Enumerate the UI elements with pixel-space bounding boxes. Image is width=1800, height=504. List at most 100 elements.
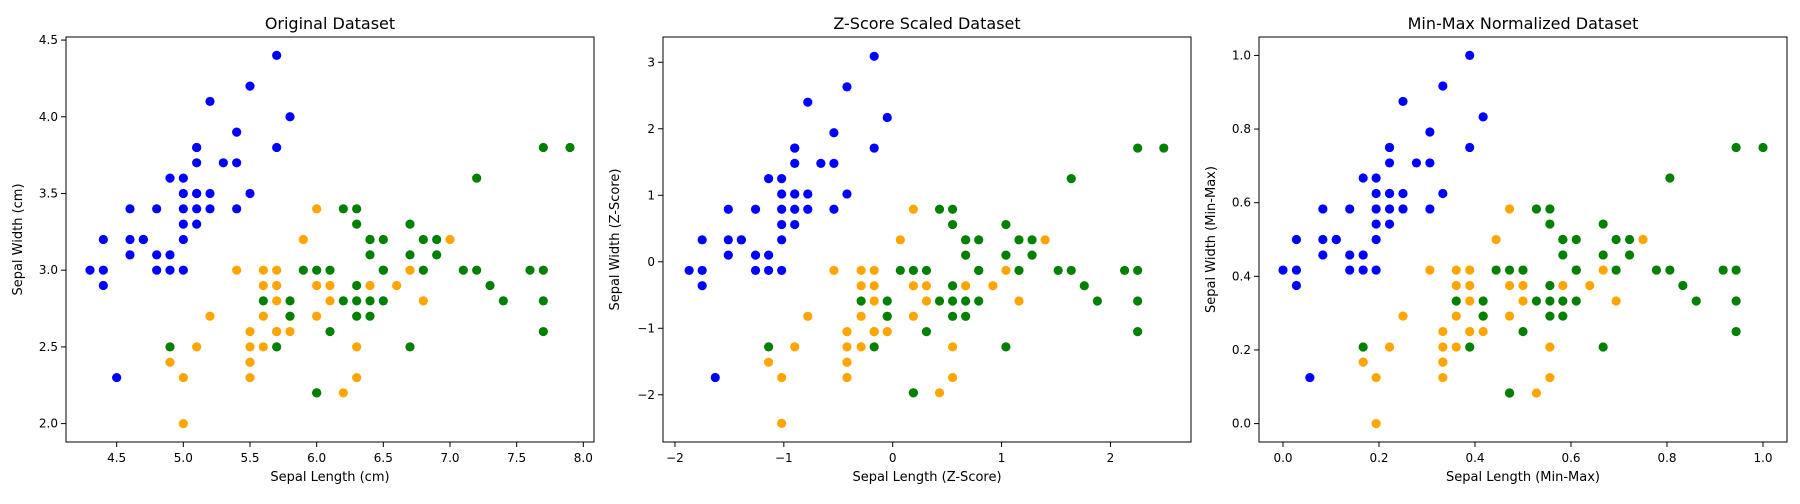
scatter-point bbox=[842, 342, 852, 352]
scatter-point bbox=[365, 311, 375, 321]
scatter-point bbox=[1451, 296, 1461, 306]
scatter-point bbox=[365, 296, 375, 306]
scatter-point bbox=[1518, 296, 1528, 306]
scatter-point bbox=[178, 265, 188, 275]
scatter-point bbox=[365, 250, 375, 260]
scatter-point bbox=[1451, 311, 1461, 321]
scatter-point bbox=[1758, 142, 1768, 153]
scatter-point bbox=[285, 296, 295, 306]
x-tick-label: 6.5 bbox=[374, 451, 393, 465]
x-tick-label: −2 bbox=[666, 451, 684, 465]
y-tick-label: 3 bbox=[647, 55, 655, 69]
scatter-point bbox=[1518, 326, 1528, 337]
scatter-point bbox=[1611, 234, 1621, 245]
scatter-point bbox=[498, 296, 508, 306]
scatter-point bbox=[338, 204, 348, 214]
scatter-point bbox=[947, 219, 958, 230]
x-axis-label: Sepal Length (cm) bbox=[270, 470, 389, 485]
axes-frame bbox=[1258, 36, 1788, 443]
scatter-point bbox=[312, 311, 322, 321]
scatter-point bbox=[790, 219, 800, 230]
scatter-point bbox=[764, 342, 774, 352]
y-tick-label: 0.4 bbox=[1232, 269, 1251, 283]
y-tick-label: 4.5 bbox=[39, 33, 58, 47]
scatter-point bbox=[777, 189, 787, 199]
scatter-point bbox=[378, 296, 388, 306]
scatter-point bbox=[1465, 326, 1475, 337]
scatter-point bbox=[1504, 311, 1515, 321]
scatter-point bbox=[777, 174, 787, 184]
scatter-point bbox=[85, 265, 95, 275]
y-axis-label: Sepal Width (cm) bbox=[11, 183, 26, 295]
series-2 bbox=[1358, 204, 1648, 429]
scatter-point bbox=[138, 234, 148, 245]
scatter-point bbox=[152, 265, 162, 275]
scatter-point bbox=[736, 235, 746, 245]
scatter-point bbox=[405, 342, 415, 352]
scatter-point bbox=[1001, 219, 1011, 230]
scatter-point bbox=[338, 388, 348, 398]
x-axis-label: Sepal Length (Min-Max) bbox=[1446, 470, 1600, 485]
scatter-point bbox=[947, 342, 958, 352]
scatter-point bbox=[1731, 296, 1741, 306]
x-tick-label: 8.0 bbox=[574, 451, 593, 465]
scatter-point bbox=[803, 97, 813, 107]
scatter-point bbox=[1371, 219, 1381, 229]
scatter-point bbox=[1001, 250, 1011, 260]
x-tick-label: 1.0 bbox=[1753, 451, 1772, 465]
scatter-point bbox=[245, 326, 255, 337]
scatter-point bbox=[764, 357, 774, 367]
scatter-point bbox=[272, 50, 282, 61]
scatter-point bbox=[1651, 265, 1662, 275]
scatter-point bbox=[178, 204, 188, 214]
scatter-point bbox=[1133, 327, 1143, 337]
scatter-point bbox=[869, 265, 879, 276]
chart-panel-1: 4.5 5.0 5.5 6.0 6.5 7.0 7.5 8.0 2.0 2.5 3.0 3.5 4.0 4… bbox=[11, 14, 595, 485]
scatter-point bbox=[1624, 234, 1635, 245]
scatter-point bbox=[232, 204, 242, 214]
scatter-point bbox=[472, 173, 482, 183]
scatter-point bbox=[1531, 204, 1542, 214]
chart-panel-3: 0.0 0.2 0.4 0.6 0.8 1.0 0.0 0.2 0.4 0.6 0.8 1.0 Min-… bbox=[1204, 14, 1788, 485]
scatter-point bbox=[1398, 188, 1408, 199]
scatter-point bbox=[245, 372, 255, 383]
scatter-point bbox=[1384, 219, 1395, 229]
scatter-point bbox=[352, 311, 362, 321]
scatter-point bbox=[1092, 296, 1102, 306]
scatter-point bbox=[178, 234, 188, 245]
scatter-point bbox=[934, 296, 945, 306]
scatter-point bbox=[1571, 234, 1581, 245]
series-3 bbox=[165, 142, 575, 398]
scatter-point bbox=[1318, 204, 1328, 214]
scatter-point bbox=[1398, 96, 1408, 107]
scatter-point bbox=[218, 158, 228, 168]
scatter-point bbox=[777, 265, 787, 276]
scatter-point bbox=[1358, 342, 1368, 352]
scatter-point bbox=[1678, 280, 1688, 291]
scatter-point bbox=[710, 372, 720, 383]
scatter-point bbox=[1518, 265, 1528, 275]
scatter-point bbox=[908, 204, 918, 214]
scatter-point bbox=[458, 265, 468, 275]
scatter-point bbox=[418, 234, 428, 245]
scatter-point bbox=[1014, 265, 1024, 276]
scatter-point bbox=[272, 280, 282, 291]
scatter-point bbox=[245, 357, 255, 367]
scatter-point bbox=[1291, 234, 1302, 245]
scatter-point bbox=[245, 342, 255, 352]
scatter-point bbox=[178, 219, 188, 229]
scatter-point bbox=[856, 311, 866, 321]
scatter-point bbox=[934, 388, 945, 398]
series-2 bbox=[165, 204, 455, 429]
scatter-point bbox=[961, 311, 971, 321]
scatter-point bbox=[192, 188, 202, 199]
scatter-point bbox=[445, 234, 455, 245]
scatter-point bbox=[338, 296, 348, 306]
scatter-point bbox=[1718, 265, 1728, 275]
scatter-point bbox=[947, 372, 958, 383]
scatter-point bbox=[723, 204, 733, 214]
scatter-point bbox=[352, 219, 362, 229]
scatter-point bbox=[125, 204, 135, 214]
scatter-point bbox=[1451, 342, 1461, 352]
scatter-point bbox=[1371, 234, 1381, 245]
